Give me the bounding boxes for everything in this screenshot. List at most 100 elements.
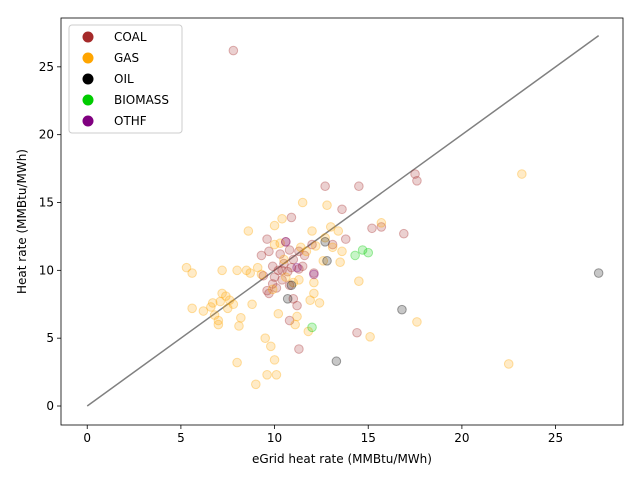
y-tick-label: 10 (39, 263, 54, 277)
legend-marker-oil (82, 73, 94, 85)
data-point-coal (352, 327, 362, 338)
data-point-coal (294, 264, 304, 274)
data-point-coal (299, 250, 310, 261)
data-point-coal (258, 270, 269, 281)
data-point-coal (286, 212, 297, 223)
data-point-gas (213, 315, 224, 326)
data-point-gas (232, 265, 242, 276)
data-point-coal (282, 266, 293, 277)
data-point-gas (234, 321, 244, 331)
data-point-gas (221, 291, 231, 301)
data-point-gas (301, 246, 312, 257)
data-point-gas (318, 256, 329, 266)
data-point-gas (309, 288, 319, 299)
x-tick-label: 25 (548, 431, 563, 445)
data-point-gas (267, 284, 278, 295)
data-point-othf (309, 269, 319, 280)
data-point-coal (399, 228, 409, 239)
data-point-gas (187, 303, 197, 314)
data-point-coal (277, 265, 287, 276)
x-axis-ticks: 0 5 10 15 20 25 (83, 425, 563, 445)
x-tick-label: 10 (267, 431, 282, 445)
data-point-gas (309, 277, 319, 288)
data-point-oil (593, 268, 604, 278)
data-point-gas (209, 310, 220, 320)
data-point-gas (365, 332, 375, 342)
data-point-biomass (307, 322, 317, 333)
data-point-coal (320, 181, 330, 192)
legend-marker-biomass (82, 94, 94, 106)
data-point-coal (297, 261, 308, 272)
data-point-coal (284, 245, 295, 255)
data-point-coal (256, 250, 267, 261)
data-point-gas (232, 357, 242, 368)
data-point-coal (340, 234, 351, 244)
data-point-coal (279, 258, 289, 269)
data-point-oil (331, 356, 342, 367)
data-point-gas (269, 239, 280, 250)
data-point-gas (236, 313, 246, 323)
data-point-gas (256, 269, 267, 280)
y-tick-label: 5 (46, 331, 54, 345)
data-point-coal (286, 262, 297, 273)
data-point-gas (260, 333, 270, 343)
legend-label-coal: COAL (114, 30, 147, 44)
legend-marker-othf (82, 115, 94, 127)
data-point-coal (337, 204, 347, 215)
x-tick-label: 0 (83, 431, 91, 445)
data-point-gas (269, 220, 280, 231)
data-point-gas (517, 169, 527, 179)
data-point-gas (215, 296, 226, 307)
data-point-gas (297, 197, 308, 208)
data-point-coal (367, 223, 377, 234)
data-point-gas (217, 265, 227, 276)
data-point-oil (322, 256, 332, 266)
data-point-gas (271, 370, 282, 380)
data-point-gas (288, 277, 299, 288)
data-point-coal (267, 279, 278, 289)
data-point-gas (354, 276, 364, 286)
data-point-gas (333, 226, 344, 236)
data-point-gas (269, 355, 280, 365)
data-point-gas (222, 303, 233, 314)
data-point-gas (303, 326, 314, 337)
y-tick-label: 15 (39, 196, 54, 210)
data-point-gas (262, 370, 272, 380)
data-point-coal (309, 268, 319, 278)
legend-label-biomass: BIOMASS (114, 93, 169, 107)
data-point-gas (307, 226, 317, 236)
x-tick-label: 15 (361, 431, 376, 445)
data-point-gas (310, 241, 321, 251)
data-point-biomass (350, 250, 360, 261)
data-point-gas (241, 265, 252, 276)
data-point-coal (354, 181, 364, 192)
data-point-gas (206, 302, 216, 312)
data-point-gas (327, 242, 338, 253)
data-point-coal (307, 239, 317, 250)
data-point-gas (322, 200, 332, 211)
data-point-gas (252, 262, 263, 273)
data-point-coal (294, 344, 304, 354)
axes-frame (60, 17, 624, 426)
x-tick-label: 5 (177, 431, 185, 445)
data-point-gas (503, 359, 514, 369)
data-point-oil (320, 237, 330, 247)
data-point-gas (325, 222, 336, 232)
data-point-gas (292, 311, 302, 322)
data-point-gas (247, 299, 257, 310)
y-tick-label: 0 (46, 399, 54, 413)
x-tick-label: 20 (454, 431, 469, 445)
data-point-gas (273, 308, 284, 319)
data-point-coal (284, 315, 295, 326)
data-point-coal (327, 239, 338, 250)
data-point-gas (243, 226, 254, 236)
data-point-gas (187, 268, 197, 278)
data-point-coal (264, 288, 274, 299)
data-point-gas (412, 317, 422, 327)
data-point-coal (294, 246, 304, 257)
data-point-gas (217, 288, 227, 299)
x-axis-label: eGrid heat rate (MMBtu/MWh) (252, 452, 432, 466)
y-tick-label: 25 (39, 60, 54, 74)
data-point-gas (337, 246, 347, 257)
data-point-coal (271, 283, 282, 293)
